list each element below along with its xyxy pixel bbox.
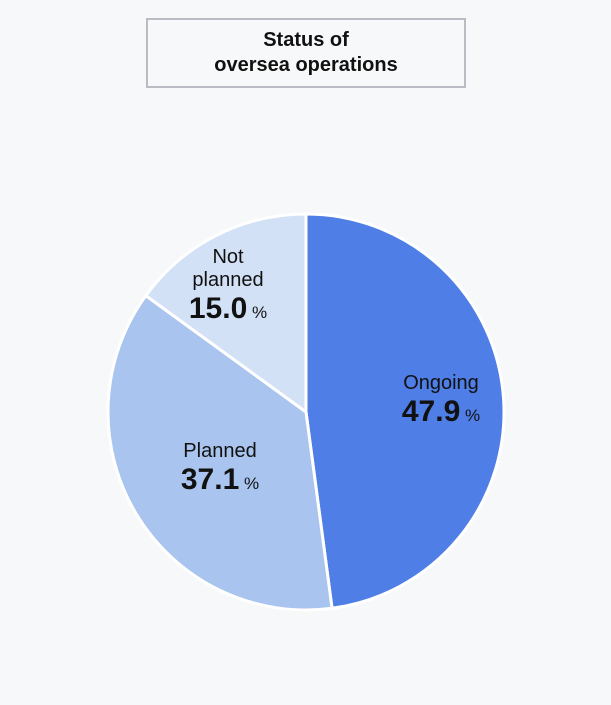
pie-slice-name: Planned <box>150 440 290 463</box>
pie-slice-label: Ongoing47.9 % <box>376 372 506 430</box>
pie-slice-pct: 15.0 <box>189 292 247 325</box>
pie-slice-unit: % <box>239 474 259 493</box>
pie-slice-value: 37.1 % <box>150 463 290 498</box>
pie-slice-label: Planned37.1 % <box>150 440 290 498</box>
pie-svg <box>0 0 611 705</box>
pie-slice-name: Not <box>168 246 288 269</box>
pie-slice-pct: 47.9 <box>402 395 460 428</box>
pie-slice-value: 47.9 % <box>376 395 506 430</box>
pie-slice-name: Ongoing <box>376 372 506 395</box>
pie-slice-name: planned <box>168 269 288 292</box>
pie-slice-label: Notplanned15.0 % <box>168 246 288 327</box>
pie-slice-unit: % <box>460 406 480 425</box>
pie-chart: Ongoing47.9 %Planned37.1 %Notplanned15.0… <box>0 0 611 705</box>
pie-slice-unit: % <box>247 303 267 322</box>
pie-slice-pct: 37.1 <box>181 463 239 496</box>
pie-slice-value: 15.0 % <box>168 292 288 327</box>
